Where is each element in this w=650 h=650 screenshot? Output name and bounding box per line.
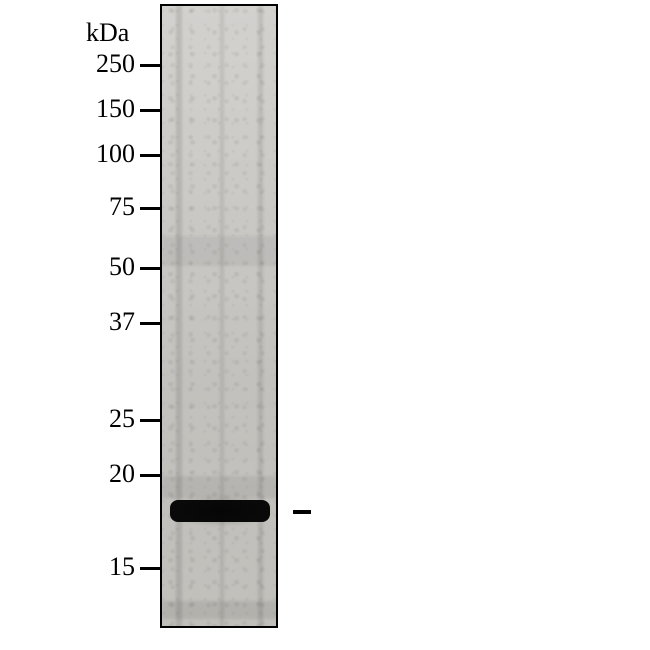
ladder-tick (140, 474, 160, 477)
ladder-label: 75 (65, 192, 135, 222)
ladder-label: 37 (65, 307, 135, 337)
ladder-label: 20 (65, 459, 135, 489)
ladder-label: 15 (65, 552, 135, 582)
lane-streak (162, 601, 276, 619)
ladder-tick (140, 64, 160, 67)
ladder-label: 150 (65, 94, 135, 124)
primary-band (170, 500, 270, 522)
ladder-label: 100 (65, 139, 135, 169)
ladder-tick (140, 267, 160, 270)
blot-lane-inner (162, 6, 276, 626)
blot-lane (160, 4, 278, 628)
lane-streak (162, 476, 276, 498)
ladder-tick (140, 109, 160, 112)
ladder-tick (140, 154, 160, 157)
ladder-label: 250 (65, 49, 135, 79)
lane-streak (162, 236, 276, 266)
lane-streak (176, 6, 182, 626)
ladder-tick (140, 322, 160, 325)
band-indicator-tick (293, 510, 311, 514)
lane-streak (220, 6, 224, 626)
blot-figure: kDa 250 150 100 75 50 37 25 20 15 (0, 0, 650, 650)
ladder-tick (140, 567, 160, 570)
band-halo (168, 496, 272, 526)
lane-streak (258, 6, 263, 626)
ladder-label: 25 (65, 404, 135, 434)
ladder-label: 50 (65, 252, 135, 282)
ladder-tick (140, 419, 160, 422)
ladder-tick (140, 207, 160, 210)
axis-title: kDa (86, 18, 129, 48)
